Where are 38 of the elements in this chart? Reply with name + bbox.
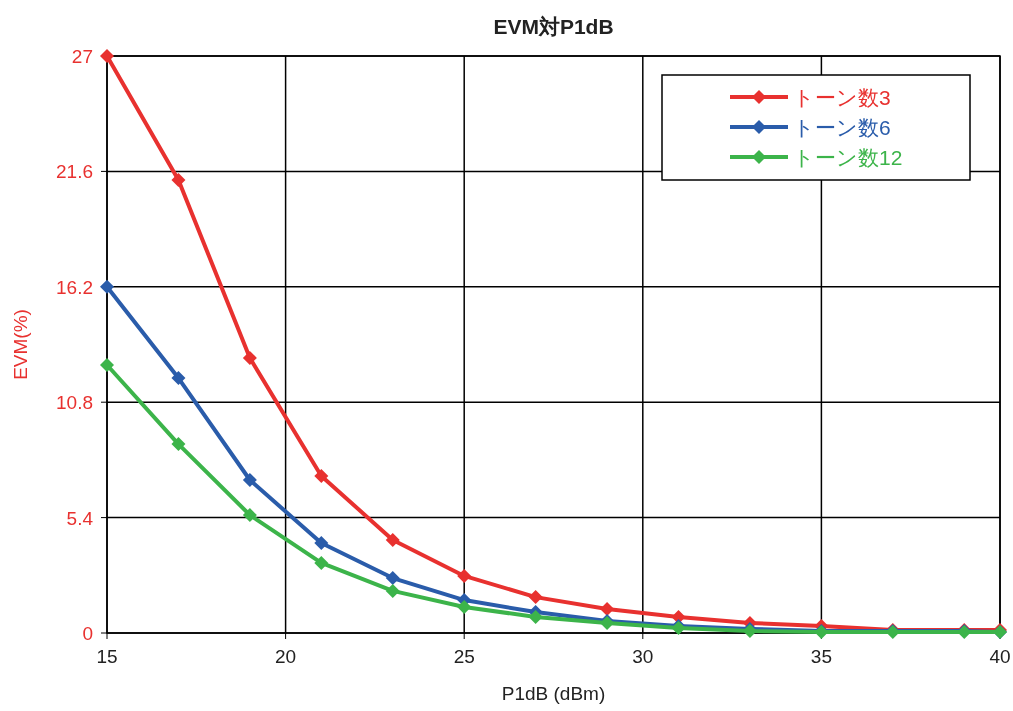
y-tick-label: 5.4 — [66, 507, 94, 529]
legend-label: トーン数6 — [793, 116, 891, 139]
y-axis-title: EVM(%) — [10, 309, 31, 380]
point — [528, 609, 543, 624]
x-tick-label: 20 — [275, 646, 297, 667]
point — [457, 568, 472, 583]
y-tick-label: 27 — [71, 46, 93, 67]
x-tick-label: 25 — [453, 646, 475, 667]
point — [242, 508, 257, 523]
point — [314, 536, 329, 551]
point — [385, 583, 400, 598]
y-tick-label: 10.8 — [56, 392, 93, 414]
point — [100, 279, 114, 294]
point — [171, 437, 186, 452]
x-tick-label: 40 — [989, 646, 1011, 667]
point — [171, 371, 186, 386]
point — [600, 602, 615, 617]
x-tick-label: 30 — [632, 646, 654, 667]
x-tick-label: 35 — [810, 646, 832, 667]
point — [385, 533, 400, 548]
point — [100, 358, 114, 373]
point — [242, 472, 257, 487]
point — [385, 571, 400, 586]
y-tick-label: 0 — [82, 623, 93, 644]
point — [314, 555, 329, 570]
y-tick-label: 16.2 — [56, 276, 93, 298]
chart-title: EVM対P1dB — [493, 15, 614, 38]
point — [528, 590, 543, 605]
point — [314, 468, 329, 483]
x-tick-label: 15 — [96, 646, 118, 667]
point — [100, 49, 114, 63]
point — [171, 172, 186, 187]
point — [457, 599, 472, 614]
legend-label: トーン数12 — [793, 146, 903, 169]
y-tick-label: 21.6 — [56, 161, 93, 183]
legend-label: トーン数3 — [793, 86, 891, 109]
point — [242, 350, 257, 365]
x-axis-title: P1dB (dBm) — [501, 683, 606, 704]
